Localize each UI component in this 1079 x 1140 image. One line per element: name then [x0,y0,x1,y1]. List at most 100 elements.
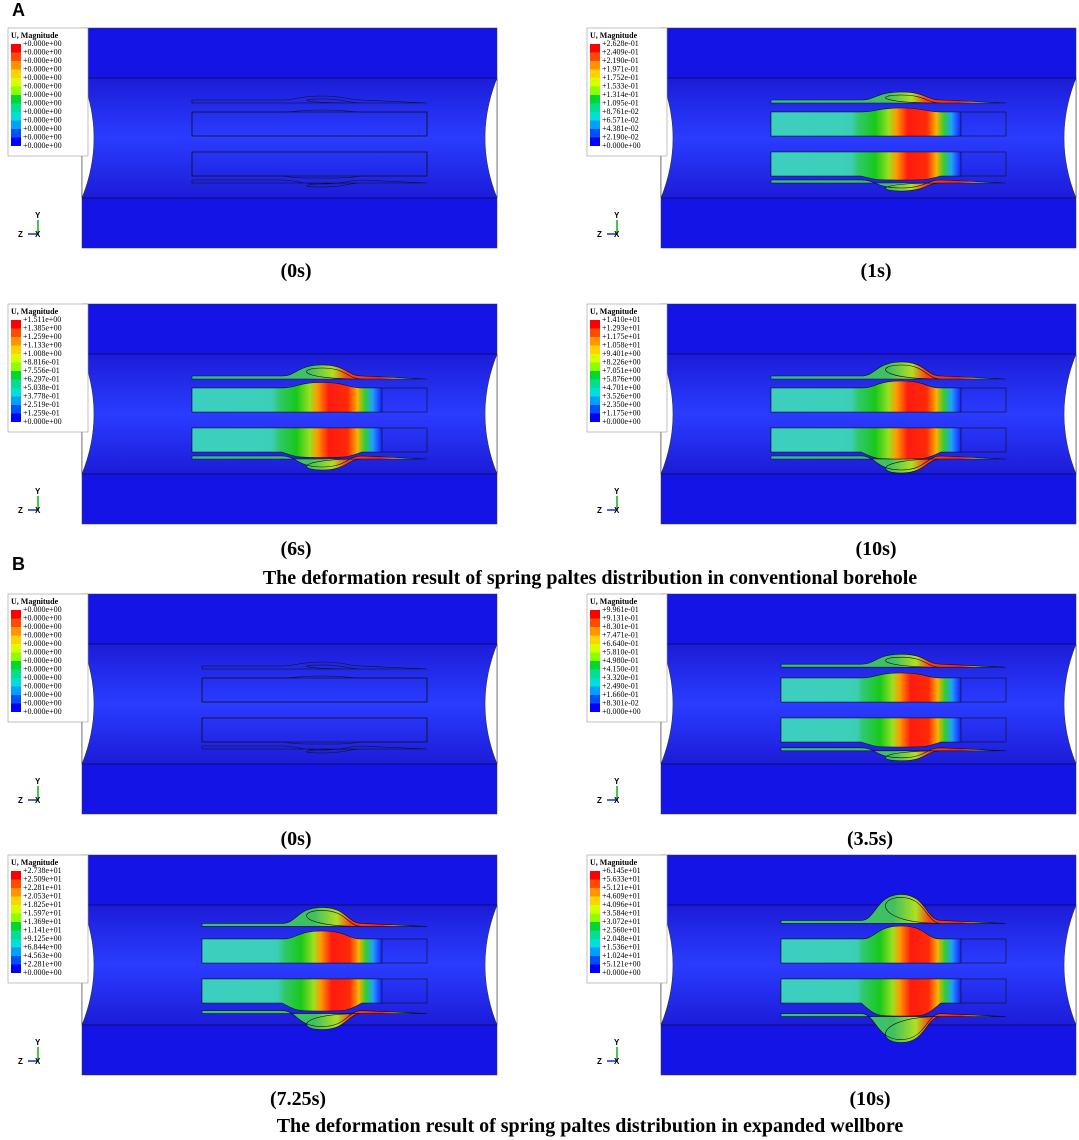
legend-swatch [11,610,21,619]
legend-value: +6.145e+01 [602,866,641,875]
legend-title: U, Magnitude [11,31,59,40]
legend-value: +1.410e+01 [602,315,641,324]
legend-swatch [590,947,600,956]
legend-value: +6.297e-01 [23,375,60,384]
time-label: (0s) [280,828,311,850]
legend-value: +0.000e+00 [602,141,641,150]
triad-label: Y [614,777,620,786]
legend-value: +0.000e+00 [23,614,62,623]
triad-label: Y [35,777,41,786]
spring-strip [201,1010,428,1030]
legend-value: +2.628e-01 [602,39,639,48]
legend-swatch [11,137,21,146]
time-label: (3.5s) [847,828,893,850]
triad-label: X [614,230,620,239]
legend-swatch [11,379,21,388]
legend-value: +5.876e+00 [602,375,641,384]
bore-end [1063,904,1077,1026]
legend-swatch [11,129,21,138]
legend-value: +2.409e-01 [602,48,639,57]
simulation-image [660,27,1077,249]
triad-label: Y [614,487,620,496]
legend-value: +5.121e+01 [602,883,641,892]
legend-value: +0.000e+00 [23,133,62,142]
legend-swatch [590,678,600,687]
legend-swatch [590,137,600,146]
legend-value: +1.024e+01 [602,951,641,960]
legend-value: +1.660e-01 [602,690,639,699]
spring-plate [780,672,962,703]
legend-swatch [590,120,600,129]
legend-value: +5.121e+00 [602,960,641,969]
spring-strip [770,91,1007,104]
legend-swatch [590,939,600,948]
legend-swatch [11,871,21,880]
legend-swatch [11,78,21,87]
legend-swatch [11,44,21,53]
legend-title: U, Magnitude [590,597,638,606]
legend-swatch [11,362,21,371]
legend-value: +0.000e+00 [23,605,62,614]
legend-value: +4.980e-01 [602,656,639,665]
legend-value: +0.000e+00 [23,90,62,99]
legend-value: +1.175e+00 [602,409,641,418]
spring-plate [201,717,428,745]
spring-plate [770,427,962,460]
legend-value: +1.536e+01 [602,943,641,952]
legend-swatch [11,103,21,112]
legend-value: +8.816e-01 [23,358,60,367]
time-label: (10s) [855,538,896,560]
legend-swatch [590,879,600,888]
triad-label: X [35,796,41,805]
triad-label: Y [614,1038,620,1047]
legend-value: +0.000e+00 [23,639,62,648]
legend-value: +2.490e-01 [602,682,639,691]
legend-swatch [11,956,21,965]
legend-value: +1.369e+01 [23,917,62,926]
legend-title: U, Magnitude [590,31,638,40]
legend-swatch [11,939,21,948]
legend-value: +0.000e+00 [23,56,62,65]
legend: U, Magnitude+0.000e+00+0.000e+00+0.000e+… [7,593,89,723]
spring-strip [191,364,428,380]
legend-value: +6.640e-01 [602,639,639,648]
legend-value: +1.597e+01 [23,909,62,918]
spring-plate [770,380,962,413]
bore [661,354,1076,474]
triad-label: Y [35,487,41,496]
legend-value: +2.519e-01 [23,400,60,409]
legend-value: +0.000e+00 [23,656,62,665]
legend-value: +0.000e+00 [23,39,62,48]
legend-swatch [590,371,600,380]
legend-swatch [590,644,600,653]
triad-label: Z [597,1057,602,1066]
legend-value: +8.301e-02 [602,699,639,708]
spring-strip [780,1013,1007,1043]
triad-label: Y [614,211,620,220]
legend-swatch [590,930,600,939]
legend-value: +0.000e+00 [23,48,62,57]
legend-swatch [590,635,600,644]
legend-value: +0.000e+00 [602,707,641,716]
legend-swatch [590,328,600,337]
legend-value: +0.000e+00 [23,665,62,674]
legend-value: +6.571e-02 [602,116,639,125]
legend-value: +4.563e+00 [23,951,62,960]
legend-swatch [590,379,600,388]
legend-value: +2.281e+00 [23,960,62,969]
legend-swatch [590,896,600,905]
legend-swatch [590,627,600,636]
bore [82,644,497,764]
legend-swatch [11,371,21,380]
legend-box [586,303,668,433]
legend: U, Magnitude+2.738e+01+2.509e+01+2.281e+… [7,854,89,984]
legend-value: +2.053e+01 [23,892,62,901]
spring-plate [780,978,962,1017]
legend-value: +1.752e-01 [602,73,639,82]
legend-value: +8.301e-01 [602,622,639,631]
legend-swatch [590,905,600,914]
spring-plate [191,151,428,179]
legend-value: +0.000e+00 [23,82,62,91]
